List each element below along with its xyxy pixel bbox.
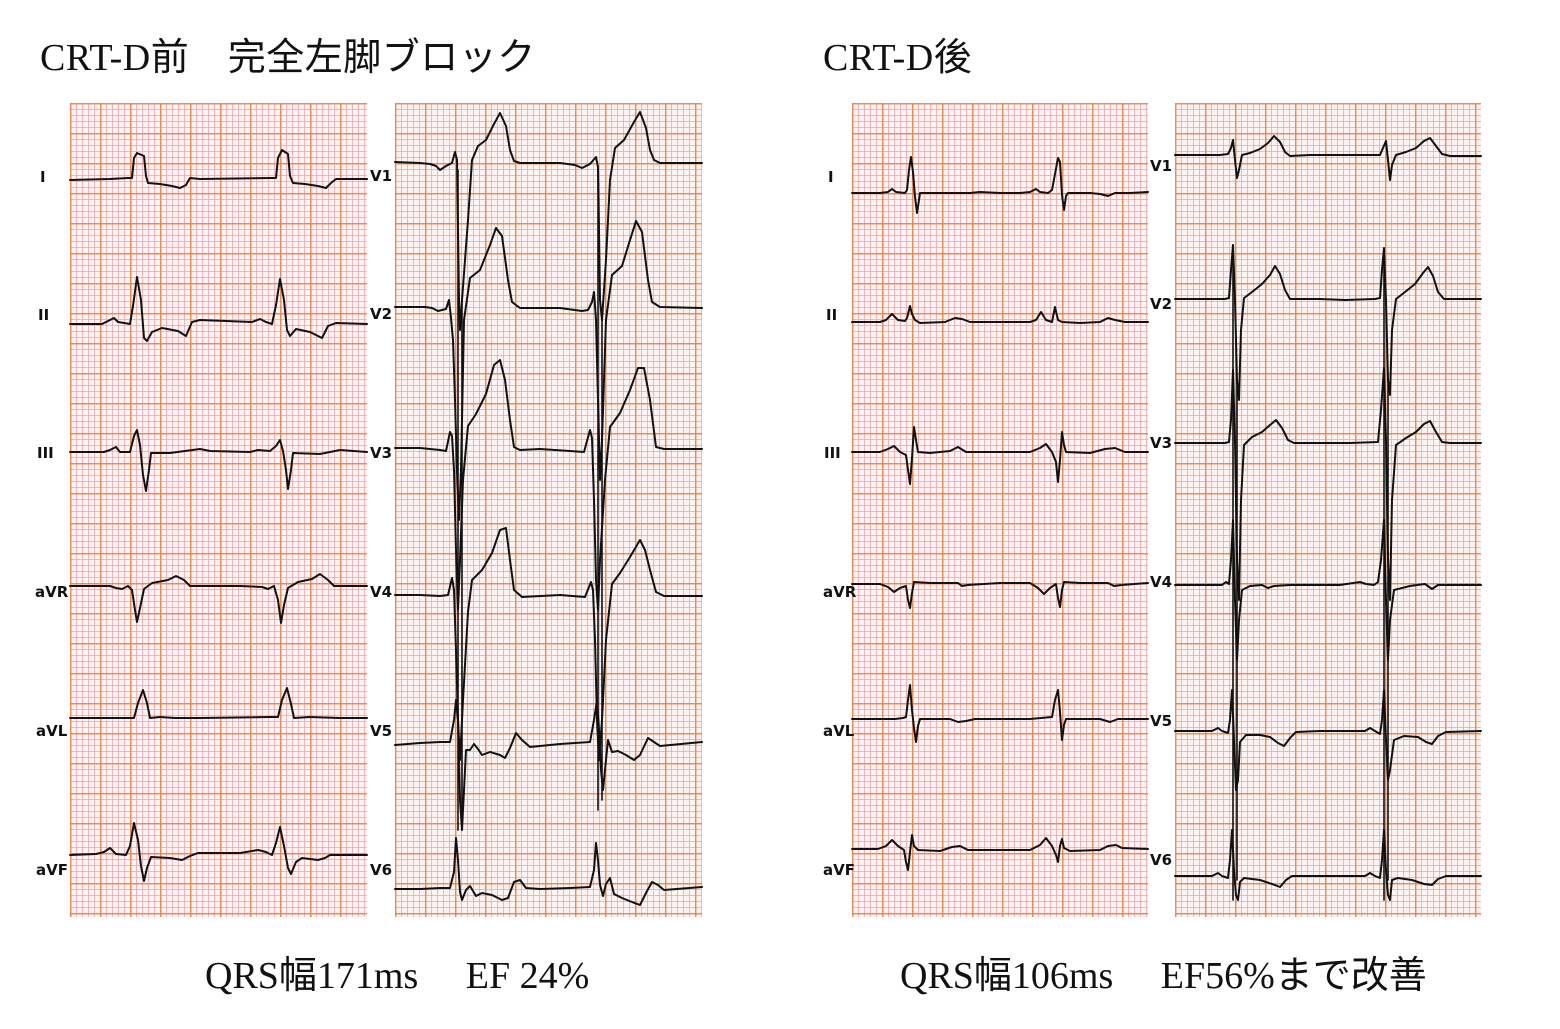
lead-label-before-I: I <box>40 168 46 186</box>
before-caption: QRS幅171ms EF 24% <box>205 955 590 997</box>
after-limb-leads-panel <box>852 103 1148 917</box>
lead-label-before-aVR: aVR <box>35 583 69 601</box>
lead-label-after-aVR: aVR <box>823 583 857 601</box>
lead-label-after-V6: V6 <box>1150 851 1173 869</box>
lead-label-after-V3: V3 <box>1150 434 1173 452</box>
lead-label-before-V6: V6 <box>370 861 393 879</box>
lead-label-after-V5: V5 <box>1150 712 1173 730</box>
before-limb-leads-panel <box>70 103 367 917</box>
lead-label-after-V1: V1 <box>1150 157 1173 175</box>
before-title: CRT-D前 完全左脚ブロック <box>40 37 536 79</box>
lead-label-after-aVL: aVL <box>823 722 855 740</box>
lead-label-after-III: III <box>824 444 841 462</box>
lead-label-before-aVF: aVF <box>36 861 68 879</box>
lead-label-before-II: II <box>38 306 50 324</box>
lead-label-after-V4: V4 <box>1150 573 1173 591</box>
before-chest-leads-panel <box>395 103 702 917</box>
lead-label-after-V2: V2 <box>1150 295 1173 313</box>
after-title: CRT-D後 <box>823 37 973 79</box>
after-caption: QRS幅106ms EF56%まで改善 <box>900 955 1427 997</box>
lead-label-after-II: II <box>826 306 838 324</box>
lead-label-before-V1: V1 <box>370 167 393 185</box>
after-chest-leads-panel <box>1175 103 1481 917</box>
lead-label-after-I: I <box>828 168 834 186</box>
lead-label-before-aVL: aVL <box>36 722 68 740</box>
lead-label-before-III: III <box>37 444 54 462</box>
lead-label-before-V4: V4 <box>370 583 393 601</box>
lead-label-after-aVF: aVF <box>823 861 855 879</box>
lead-label-before-V2: V2 <box>370 305 393 323</box>
lead-label-before-V3: V3 <box>370 444 393 462</box>
lead-label-before-V5: V5 <box>370 722 393 740</box>
